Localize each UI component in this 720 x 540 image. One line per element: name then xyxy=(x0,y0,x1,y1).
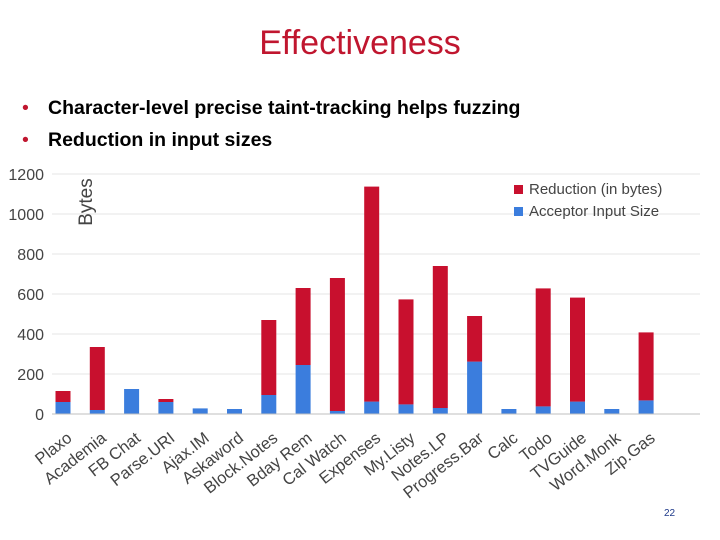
bar-acceptor-11 xyxy=(432,408,448,414)
y-axis-label: Bytes xyxy=(76,178,97,226)
bullet-text: Reduction in input sizes xyxy=(48,129,273,151)
bar-acceptor-7 xyxy=(295,365,311,414)
bar-reduction-7 xyxy=(295,288,311,365)
bar-acceptor-8 xyxy=(329,411,345,414)
legend: Reduction (in bytes) Acceptor Input Size xyxy=(514,181,662,220)
bar-reduction-15 xyxy=(570,297,585,402)
bar-reduction-0 xyxy=(55,391,71,402)
y-tick-label: 200 xyxy=(17,367,44,384)
y-tick-label: 600 xyxy=(17,287,44,304)
bullet-item: • Character-level precise taint-tracking … xyxy=(22,92,520,124)
bar-reduction-3 xyxy=(158,399,174,402)
bullet-icon: • xyxy=(22,129,29,151)
bar-reduction-12 xyxy=(467,316,483,362)
bar-reduction-14 xyxy=(535,288,551,407)
page-number: 22 xyxy=(664,508,676,519)
y-axis-ticks: 0 200 400 600 800 1000 1200 xyxy=(8,167,44,424)
bar-acceptor-16 xyxy=(604,409,620,414)
stacked-bar-chart: 0 200 400 600 800 1000 1200 Bytes PlaxoAcademi… xyxy=(8,167,700,502)
bar-reduction-1 xyxy=(89,347,105,410)
bar-acceptor-10 xyxy=(398,404,414,414)
bar-acceptor-0 xyxy=(55,402,71,414)
bar-acceptor-15 xyxy=(570,401,585,414)
bar-acceptor-14 xyxy=(535,406,551,414)
bar-acceptor-1 xyxy=(89,410,105,414)
bar-acceptor-3 xyxy=(158,402,174,414)
bar-reduction-8 xyxy=(329,278,345,411)
x-tick-label: Calc xyxy=(484,429,521,464)
bar-acceptor-2 xyxy=(124,389,140,414)
bar-acceptor-6 xyxy=(261,395,277,414)
bar-acceptor-13 xyxy=(501,409,517,414)
bars xyxy=(55,186,654,414)
y-tick-label: 400 xyxy=(17,327,44,344)
bar-acceptor-9 xyxy=(364,401,380,414)
bullet-list: • Character-level precise taint-tracking … xyxy=(22,92,520,156)
y-tick-label: 800 xyxy=(17,247,44,264)
bar-reduction-11 xyxy=(432,266,448,408)
slide-title: Effectiveness xyxy=(259,24,461,62)
bullet-text: Character-level precise taint-tracking h… xyxy=(48,97,521,119)
y-tick-label: 1000 xyxy=(8,207,44,224)
legend-label: Acceptor Input Size xyxy=(529,203,659,220)
y-tick-label: 1200 xyxy=(8,167,44,184)
legend-label: Reduction (in bytes) xyxy=(529,181,662,198)
bar-acceptor-17 xyxy=(638,400,654,414)
bar-acceptor-5 xyxy=(227,409,242,414)
bar-reduction-10 xyxy=(398,299,414,405)
bar-acceptor-12 xyxy=(467,361,483,414)
legend-swatch xyxy=(514,185,523,194)
bullet-icon: • xyxy=(22,97,29,119)
bar-reduction-9 xyxy=(364,186,380,402)
bar-reduction-6 xyxy=(261,320,277,395)
bullet-item: • Reduction in input sizes xyxy=(22,124,520,156)
legend-swatch xyxy=(514,207,523,216)
y-tick-label: 0 xyxy=(35,407,44,424)
bar-reduction-17 xyxy=(638,332,654,401)
bar-acceptor-4 xyxy=(192,408,208,414)
